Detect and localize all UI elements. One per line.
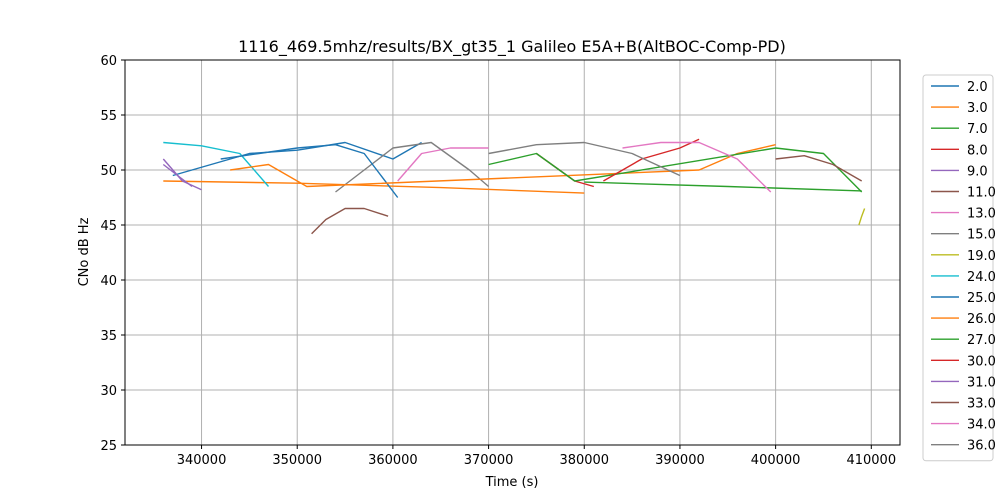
series-line-2.0 <box>172 141 422 177</box>
legend-label: 11.0 <box>967 186 996 201</box>
x-tick-label: 380000 <box>559 453 609 468</box>
legend-label: 27.0 <box>967 333 996 348</box>
y-tick-label: 25 <box>100 439 117 454</box>
legend-label: 31.0 <box>967 375 996 390</box>
series-line-11.0 <box>311 207 389 235</box>
plot-area-frame <box>124 59 901 446</box>
series-line-15.0 <box>335 141 490 193</box>
x-tick-label: 370000 <box>464 453 514 468</box>
x-tick-label: 350000 <box>272 453 322 468</box>
series-line-33.0 <box>775 154 863 182</box>
legend-label: 34.0 <box>967 418 996 433</box>
y-tick-label: 40 <box>100 274 117 289</box>
legend-label: 19.0 <box>967 249 996 264</box>
legend-label: 30.0 <box>967 354 996 369</box>
x-axis-label: Time (s) <box>485 475 539 490</box>
legend-label: 8.0 <box>967 143 988 158</box>
x-tick-label: 390000 <box>655 453 705 468</box>
legend: 2.0 3.0 7.0 8.0 9.0 11.0 13.0 15.0 19.0 24.0 25.0 2… <box>922 74 996 462</box>
y-tick-label: 60 <box>100 54 117 69</box>
series-line-34.0 <box>622 141 772 193</box>
y-tick-label: 50 <box>100 164 117 179</box>
series-line-7.0 <box>584 181 862 192</box>
legend-label: 3.0 <box>967 101 988 116</box>
y-axis-label: CNo dB Hz <box>77 217 92 286</box>
legend-label: 25.0 <box>967 291 996 306</box>
legend-label: 2.0 <box>967 80 988 95</box>
series-line-31.0 <box>162 163 193 188</box>
legend-label: 7.0 <box>967 122 988 137</box>
legend-label: 24.0 <box>967 270 996 285</box>
series-line-26.0 <box>230 144 776 188</box>
series-line-25.0 <box>220 143 399 198</box>
y-tick-label: 55 <box>100 109 117 124</box>
legend-label: 26.0 <box>967 312 996 327</box>
legend-label: 13.0 <box>967 207 996 222</box>
legend-label: 9.0 <box>967 164 988 179</box>
series-line-9.0 <box>162 158 202 191</box>
series-layer <box>162 138 866 235</box>
legend-label: 33.0 <box>967 397 996 412</box>
series-line-36.0 <box>488 141 681 177</box>
series-line-27.0 <box>488 147 863 193</box>
x-tick-label: 340000 <box>177 453 227 468</box>
series-line-24.0 <box>163 141 270 187</box>
x-tick-label: 410000 <box>846 453 896 468</box>
series-line-13.0 <box>397 147 489 182</box>
y-tick-label: 45 <box>100 219 117 234</box>
x-tick-label: 360000 <box>368 453 418 468</box>
series-line-19.0 <box>858 208 866 226</box>
grid-layer <box>125 59 900 446</box>
legend-label: 36.0 <box>967 439 996 454</box>
chart-title: 1116_469.5mhz/results/BX_gt35_1 Galileo … <box>238 37 786 57</box>
series-line-3.0 <box>163 180 585 194</box>
tick-layer: 340000 350000 360000 370000 380000 390000 4000… <box>100 54 896 468</box>
x-tick-label: 400000 <box>751 453 801 468</box>
legend-label: 15.0 <box>967 228 996 243</box>
legend-box <box>922 74 994 462</box>
series-line-30.0 <box>603 138 700 182</box>
y-tick-label: 30 <box>100 384 117 399</box>
y-tick-label: 35 <box>100 329 117 344</box>
